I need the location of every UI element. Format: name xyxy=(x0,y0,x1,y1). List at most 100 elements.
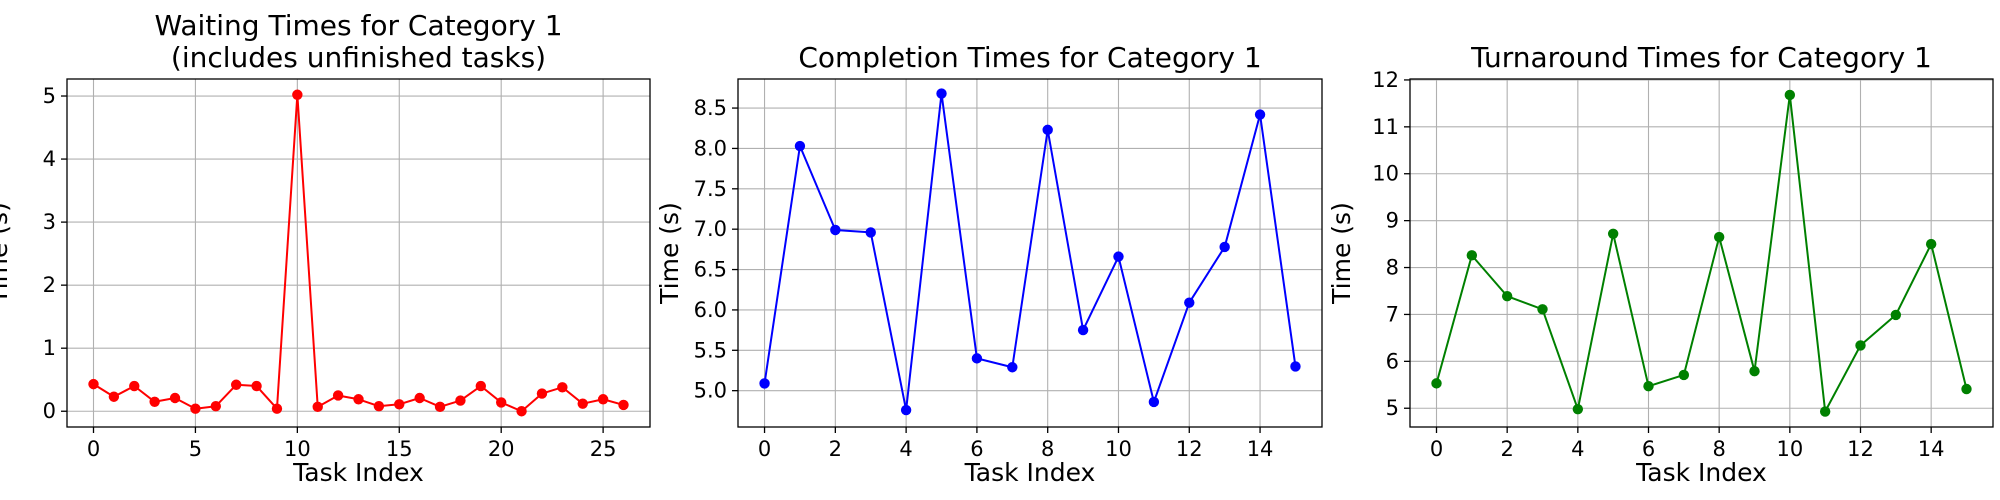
waiting-data-point xyxy=(536,388,548,399)
waiting-data-point xyxy=(292,89,303,100)
waiting-series-line xyxy=(92,93,624,413)
waiting-x-tick-label: 5 xyxy=(189,437,202,461)
waiting-data-point xyxy=(230,379,242,390)
waiting-data-point xyxy=(312,401,323,413)
chart-panel-turnaround-times: 0 2 4 6 8 10 12 14 5 6 7 8 9 10 11 12 Task Index Time (s)… xyxy=(1327,41,1994,487)
turnaround-series-line xyxy=(1435,93,1968,413)
waiting-data-point xyxy=(108,391,120,402)
turnaround-x-tick-label: 4 xyxy=(1571,437,1584,461)
completion-data-point xyxy=(971,353,983,364)
turnaround-x-tick-label: 0 xyxy=(1430,437,1443,461)
chart-panel-completion-times: 0 2 4 6 8 10 12 14 5.0 5.5 6.0 6.5 7.0 7.5 8.0 8.5 Task … xyxy=(655,41,1323,487)
waiting-data-point xyxy=(577,398,588,409)
completion-data-point xyxy=(936,88,947,99)
waiting-x-tick-label: 15 xyxy=(386,437,413,461)
completion-data-point xyxy=(759,378,770,389)
completion-data-point xyxy=(900,404,912,416)
completion-x-tick-label: 4 xyxy=(899,437,912,461)
waiting-x-tick-label: 10 xyxy=(284,437,311,461)
waiting-y-tick-label: 0 xyxy=(43,399,56,423)
turnaround-y-tick-label: 10 xyxy=(1372,162,1399,186)
waiting-chart-title: Waiting Times for Category 1 xyxy=(154,9,562,42)
completion-x-tick-label: 8 xyxy=(1041,437,1054,461)
turnaround-x-tick-label: 10 xyxy=(1776,437,1803,461)
completion-y-tick-label: 5.0 xyxy=(694,379,727,403)
completion-data-point xyxy=(1113,251,1124,262)
waiting-x-tick-label: 0 xyxy=(87,437,100,461)
turnaround-data-point xyxy=(1713,231,1725,243)
waiting-x-axis-label: Task Index xyxy=(292,458,424,487)
turnaround-y-tick-label: 8 xyxy=(1386,256,1399,280)
waiting-data-point xyxy=(251,380,262,392)
completion-y-tick-label: 7.5 xyxy=(694,177,727,201)
waiting-chart-title: (includes unfinished tasks) xyxy=(171,41,546,74)
completion-data-point xyxy=(1148,396,1160,408)
waiting-data-point xyxy=(495,397,507,408)
waiting-data-point xyxy=(455,395,466,406)
turnaround-y-tick-label: 9 xyxy=(1386,209,1399,233)
waiting-data-point xyxy=(475,380,487,392)
completion-x-tick-label: 0 xyxy=(758,437,771,461)
turnaround-y-axis-label: Time (s) xyxy=(1327,202,1356,305)
completion-series-line xyxy=(763,92,1297,412)
turnaround-data-point xyxy=(1643,380,1654,392)
turnaround-plot-frame xyxy=(1409,78,1994,428)
completion-data-point xyxy=(1077,324,1089,336)
completion-x-tick-label: 12 xyxy=(1176,437,1203,461)
waiting-y-tick-label: 1 xyxy=(43,336,56,360)
waiting-plot-frame xyxy=(66,78,651,428)
waiting-data-point xyxy=(597,394,609,405)
turnaround-data-point xyxy=(1890,309,1902,321)
completion-chart-title: Completion Times for Category 1 xyxy=(798,41,1261,74)
turnaround-data-point xyxy=(1855,340,1866,351)
waiting-y-tick-label: 3 xyxy=(43,210,56,234)
completion-x-axis-label: Task Index xyxy=(964,458,1096,487)
turnaround-data-point xyxy=(1501,290,1513,302)
waiting-x-tick-label: 25 xyxy=(590,437,617,461)
turnaround-data-point xyxy=(1607,228,1619,239)
turnaround-chart-title: Turnaround Times for Category 1 xyxy=(1470,41,1932,74)
turnaround-x-tick-label: 2 xyxy=(1500,437,1513,461)
turnaround-data-point xyxy=(1925,238,1937,250)
turnaround-y-tick-label: 7 xyxy=(1386,302,1399,326)
turnaround-data-point xyxy=(1466,250,1478,261)
waiting-x-tick-label: 20 xyxy=(488,437,515,461)
completion-data-point xyxy=(1219,241,1230,253)
completion-plot-frame xyxy=(737,78,1323,428)
turnaround-x-tick-label: 6 xyxy=(1642,437,1655,461)
waiting-data-point xyxy=(210,400,222,412)
completion-data-point xyxy=(830,224,841,236)
completion-data-point xyxy=(1042,124,1053,136)
waiting-data-point xyxy=(149,396,160,407)
waiting-y-tick-label: 5 xyxy=(43,84,56,108)
turnaround-data-point xyxy=(1749,365,1760,377)
waiting-data-point xyxy=(434,401,446,413)
waiting-data-point xyxy=(271,403,283,414)
turnaround-x-axis-label: Task Index xyxy=(1635,458,1767,487)
waiting-data-point xyxy=(190,403,201,414)
waiting-data-point xyxy=(129,380,140,392)
waiting-data-point xyxy=(618,399,629,411)
completion-y-tick-label: 5.5 xyxy=(694,338,727,362)
turnaround-y-tick-label: 12 xyxy=(1372,68,1399,92)
completion-data-point xyxy=(1254,109,1266,120)
turnaround-x-tick-label: 14 xyxy=(1918,437,1945,461)
turnaround-data-point xyxy=(1431,378,1442,389)
waiting-y-tick-label: 2 xyxy=(43,273,56,297)
completion-x-tick-label: 2 xyxy=(829,437,842,461)
completion-data-point xyxy=(1184,297,1195,308)
waiting-y-axis-label: Time (s) xyxy=(0,202,13,305)
waiting-data-point xyxy=(332,390,344,401)
waiting-data-point xyxy=(169,392,181,404)
turnaround-y-tick-label: 6 xyxy=(1386,349,1399,373)
completion-data-point xyxy=(794,140,806,152)
completion-x-tick-label: 10 xyxy=(1105,437,1132,461)
waiting-data-point xyxy=(394,399,405,410)
completion-x-tick-label: 6 xyxy=(970,437,983,461)
completion-y-tick-label: 8.0 xyxy=(694,136,727,160)
waiting-data-point xyxy=(557,382,568,393)
completion-data-point xyxy=(1290,361,1301,372)
completion-y-axis-label: Time (s) xyxy=(655,202,684,305)
turnaround-x-tick-label: 8 xyxy=(1712,437,1725,461)
turnaround-x-tick-label: 12 xyxy=(1847,437,1874,461)
